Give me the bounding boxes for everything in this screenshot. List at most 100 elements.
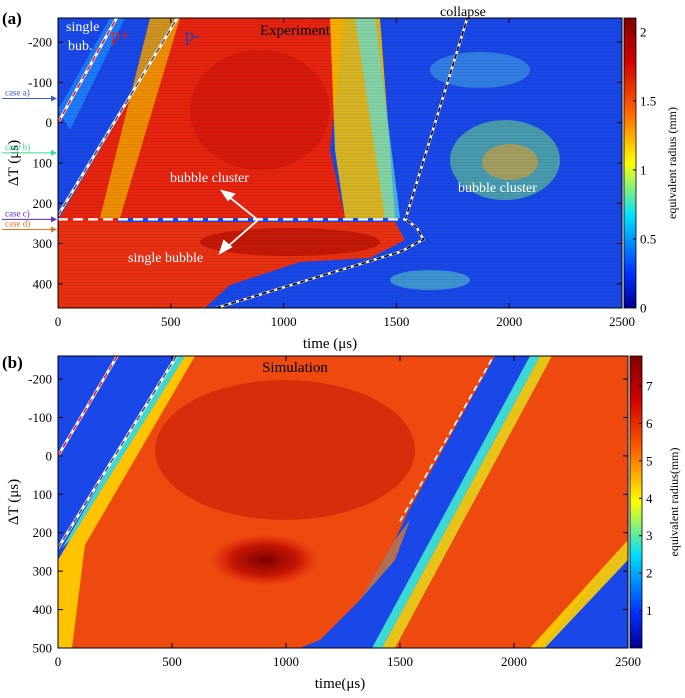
y-axis-label-a: ΔT (μs): [6, 140, 22, 186]
x-tick-label: 1000: [273, 654, 299, 669]
x-tick-label: 2000: [501, 654, 527, 669]
y-tick-label: 200: [33, 196, 53, 211]
colorbar-a: equivalent radius (mm) 0 0.5 1 1.5 2: [623, 17, 679, 316]
x-tick-label: 1000: [271, 314, 297, 329]
colorbar-tick-label: 2: [646, 566, 653, 581]
colorbar-tick-label: 1: [640, 162, 647, 177]
y-tick-label: 300: [33, 564, 53, 579]
x-tick-label: 1500: [383, 314, 409, 329]
panel-label-a: (a): [2, 9, 22, 28]
case-label: case d): [5, 218, 30, 228]
fringe-b-collapse: [360, 520, 410, 600]
annotation-bub: bub.: [68, 39, 93, 54]
boundary-p-minus-halo: [58, 18, 180, 217]
x-tick-label: 0: [55, 654, 62, 669]
x-tick-label: 1500: [387, 654, 413, 669]
x-tick-label: 500: [161, 314, 181, 329]
case-label: case a): [5, 88, 30, 98]
region-b-corner: [545, 560, 628, 648]
boundary-lines-b: [58, 356, 495, 549]
scan-lines: [58, 18, 622, 308]
colorbar-tick-label: 2: [640, 24, 647, 39]
case-arrow-head: [51, 226, 57, 233]
chart-title-a: Experiment: [260, 23, 331, 39]
axis-ticks-a: 0 500 1000 1500 2000 2500 -200 -100 0 100 200 300 40…: [28, 18, 635, 329]
y-tick-label: -200: [28, 35, 52, 50]
colorbar-tick-label: 1: [646, 603, 653, 618]
colorbar-b-ramp: [629, 355, 643, 649]
axis-ticks-b: 0 500 1000 1500 2000 2500-200-100010020030040…: [28, 356, 641, 669]
heatmap-experiment: [58, 18, 622, 308]
boundary-p-plus: [58, 356, 119, 457]
annotation-bubble-cluster-a: bubble cluster: [170, 171, 249, 186]
boundary-collapse-upper: [404, 18, 469, 220]
colorbar-b-label: equivalent radius(mm): [667, 448, 681, 557]
annotation-collapse: collapse: [440, 5, 486, 20]
case-labels: case a) case b) case c)case d): [2, 88, 57, 233]
colorbar-tick-label: 0.5: [640, 231, 656, 246]
annotation-bubble-cluster-right: bubble cluster: [458, 181, 537, 196]
y-tick-label: 400: [33, 602, 53, 617]
panel-a: 0 500 1000 1500 2000 2500 -200 -100 0 100 200 300 40…: [2, 5, 679, 352]
y-tick-label: 0: [46, 115, 53, 130]
panel-b: 0 500 1000 1500 2000 2500-200-100010020030040…: [2, 353, 681, 692]
panel-label-b: (b): [2, 353, 23, 372]
y-tick-label: -100: [28, 75, 52, 90]
x-tick-label: 500: [162, 654, 182, 669]
colorbar-tick-label: 3: [646, 528, 653, 543]
heatmap-simulation: [58, 356, 628, 648]
core-b: [155, 380, 415, 520]
boundary-lines-a: [58, 18, 469, 308]
x-tick-label: 2500: [615, 654, 641, 669]
case-arrow-head: [51, 95, 57, 102]
fringe-b-right: [382, 356, 552, 648]
y-tick-label: 100: [33, 487, 53, 502]
boundary-collapse-lower: [215, 218, 425, 308]
x-tick-label: 0: [55, 314, 62, 329]
y-tick-label: -200: [28, 372, 52, 387]
hotspot-b: [210, 534, 320, 586]
axes-frame-b: [57, 355, 629, 649]
y-axis-label-b: ΔT (μs): [6, 479, 22, 525]
y-tick-label: 0: [46, 448, 53, 463]
colorbar-tick-label: 7: [646, 378, 653, 393]
x-tick-label: 2500: [609, 314, 635, 329]
x-axis-label-a: time (μs): [303, 336, 357, 352]
y-tick-label: 300: [33, 236, 53, 251]
boundary-p-minus: [58, 356, 178, 549]
x-axis-label-b: time(μs): [315, 676, 366, 692]
annotation-p-minus: p-: [185, 25, 200, 45]
annotation-p-plus: p+: [111, 25, 130, 45]
colorbar-tick-label: 5: [646, 453, 653, 468]
colorbar-a-ramp: [623, 17, 637, 309]
colorbar-a-label: equivalent radius (mm): [665, 107, 679, 219]
colorbar-b: equivalent radius(mm) 1 2 3 4 5 6 7: [629, 355, 681, 649]
y-tick-label: -100: [28, 410, 52, 425]
boundary-collapse-b: [399, 356, 495, 522]
y-tick-label: 500: [33, 641, 53, 656]
fringe-b-right-edge: [530, 540, 628, 648]
y-tick-label: 200: [33, 525, 53, 540]
fringe-b-left-cyan: [62, 356, 185, 548]
chart-title-b: Simulation: [262, 360, 328, 376]
annotation-arrows: [218, 189, 259, 255]
case-arrow-head: [51, 149, 57, 156]
colorbar-tick-label: 1.5: [640, 93, 656, 108]
region-high-radius-b-right: [395, 356, 628, 648]
colorbar-tick-label: 4: [646, 491, 653, 506]
fringe-b-left: [58, 356, 195, 648]
x-tick-label: 2000: [496, 314, 522, 329]
annotation-single-bubble-a: single bubble: [128, 251, 203, 266]
annotation-single: single: [66, 20, 99, 35]
boundary-p-plus: [58, 18, 118, 124]
fringe-b-right-cyan: [372, 356, 540, 648]
y-tick-label: 400: [33, 276, 53, 291]
colorbar-tick-label: 6: [646, 416, 653, 431]
case-arrow-head: [51, 216, 57, 223]
colorbar-tick-label: 0: [640, 301, 647, 316]
y-tick-label: 100: [33, 156, 53, 171]
case-label: case b): [5, 142, 30, 152]
case-label: case c): [5, 208, 30, 218]
